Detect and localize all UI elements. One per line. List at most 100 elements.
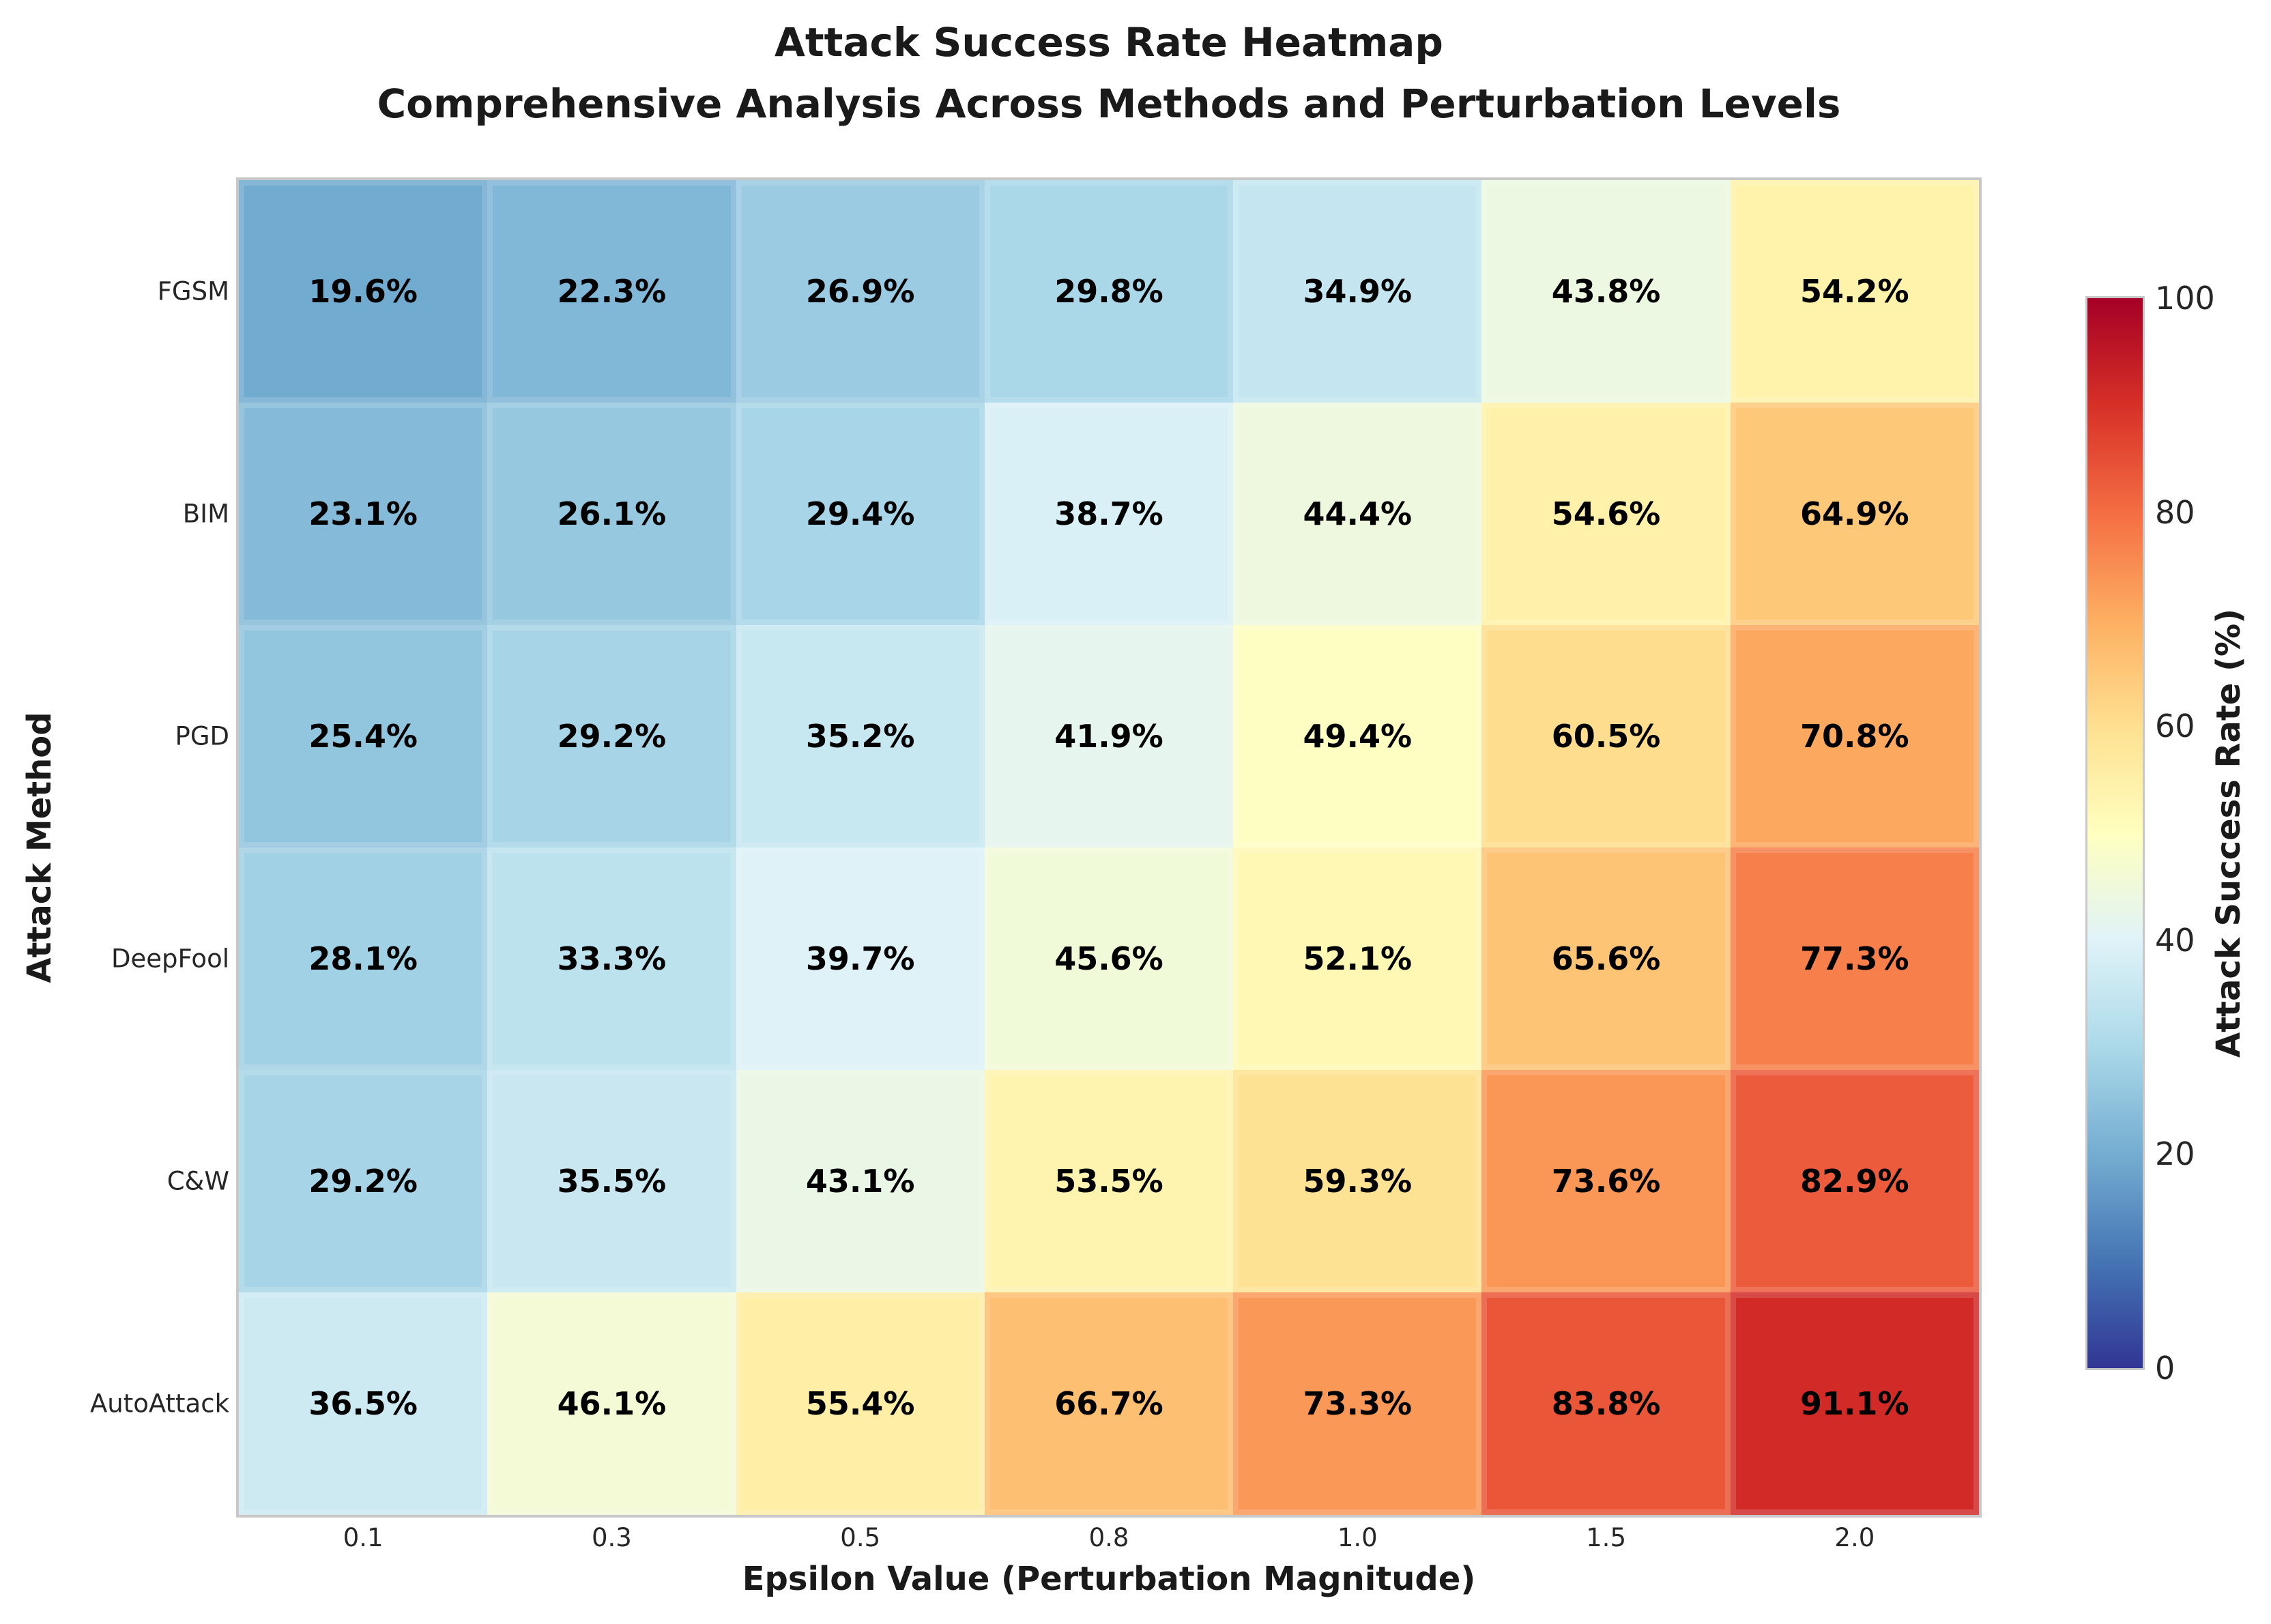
- cell-value-label: 54.6%: [1551, 495, 1661, 532]
- heatmap-cell-r5-c3: 66.7%: [984, 1292, 1234, 1515]
- cell-value-label: 52.1%: [1303, 940, 1413, 977]
- y-tick-label-3: DeepFool: [111, 944, 229, 974]
- heatmap-cell-r0-c3: 29.8%: [984, 180, 1234, 403]
- colorbar-tick-label-40: 40: [2155, 921, 2195, 959]
- heatmap-cell-r0-c2: 26.9%: [736, 180, 985, 403]
- x-tick-label-4: 1.0: [1337, 1523, 1378, 1552]
- cell-value-label: 29.8%: [1054, 273, 1163, 310]
- cell-value-label: 35.5%: [557, 1163, 667, 1200]
- cell-value-label: 43.1%: [805, 1163, 915, 1200]
- cell-value-label: 44.4%: [1303, 495, 1413, 532]
- cell-value-label: 19.6%: [308, 273, 418, 310]
- cell-value-label: 64.9%: [1800, 495, 1909, 532]
- cell-value-label: 34.9%: [1303, 273, 1413, 310]
- heatmap-cell-r1-c4: 44.4%: [1233, 403, 1482, 625]
- y-tick-label-4: C&W: [167, 1166, 229, 1196]
- cell-value-label: 25.4%: [308, 718, 418, 755]
- heatmap-cell-r0-c0: 19.6%: [239, 180, 488, 403]
- cell-value-label: 39.7%: [805, 940, 915, 977]
- x-tick-label-3: 0.8: [1088, 1523, 1129, 1552]
- colorbar-gradient: [2087, 298, 2143, 1368]
- heatmap-cell-r5-c0: 36.5%: [239, 1292, 488, 1515]
- colorbar-tick-label-80: 80: [2155, 493, 2195, 531]
- heatmap-cell-r5-c5: 83.8%: [1481, 1292, 1731, 1515]
- cell-value-label: 49.4%: [1303, 718, 1413, 755]
- colorbar-label: Attack Success Rate (%): [2210, 608, 2248, 1058]
- cell-value-label: 91.1%: [1800, 1385, 1909, 1422]
- cell-value-label: 43.8%: [1551, 273, 1661, 310]
- cell-value-label: 73.6%: [1551, 1163, 1661, 1200]
- heatmap-grid: 19.6% 22.3% 26.9% 29.8% 34.9% 43.8% 54.2% 23.1%…: [239, 180, 1979, 1515]
- heatmap-cell-r5-c4: 73.3%: [1233, 1292, 1482, 1515]
- cell-value-label: 36.5%: [308, 1385, 418, 1422]
- cell-value-label: 26.1%: [557, 495, 667, 532]
- cell-value-label: 35.2%: [805, 718, 915, 755]
- cell-value-label: 55.4%: [805, 1385, 915, 1422]
- x-tick-label-5: 1.5: [1586, 1523, 1626, 1552]
- cell-value-label: 59.3%: [1303, 1163, 1413, 1200]
- cell-value-label: 65.6%: [1551, 940, 1661, 977]
- chart-title-line-1: Attack Success Rate Heatmap: [775, 19, 1443, 66]
- cell-value-label: 83.8%: [1551, 1385, 1661, 1422]
- heatmap-cell-r2-c0: 25.4%: [239, 625, 488, 847]
- heatmap-plot-area: 19.6% 22.3% 26.9% 29.8% 34.9% 43.8% 54.2% 23.1%…: [236, 177, 1982, 1518]
- heatmap-cell-r3-c6: 77.3%: [1730, 847, 1979, 1070]
- cell-value-label: 23.1%: [308, 495, 418, 532]
- cell-value-label: 41.9%: [1054, 718, 1163, 755]
- heatmap-cell-r2-c1: 29.2%: [487, 625, 736, 847]
- colorbar-tick-label-0: 0: [2155, 1350, 2175, 1387]
- heatmap-cell-r3-c0: 28.1%: [239, 847, 488, 1070]
- heatmap-cell-r2-c2: 35.2%: [736, 625, 985, 847]
- heatmap-cell-r4-c2: 43.1%: [736, 1070, 985, 1292]
- y-tick-label-0: FGSM: [157, 276, 229, 306]
- y-tick-label-1: BIM: [182, 499, 229, 529]
- colorbar-tick-label-100: 100: [2155, 280, 2215, 317]
- heatmap-cell-r3-c1: 33.3%: [487, 847, 736, 1070]
- heatmap-cell-r3-c5: 65.6%: [1481, 847, 1731, 1070]
- cell-value-label: 29.4%: [805, 495, 915, 532]
- cell-value-label: 28.1%: [308, 940, 418, 977]
- heatmap-cell-r5-c1: 46.1%: [487, 1292, 736, 1515]
- heatmap-cell-r0-c4: 34.9%: [1233, 180, 1482, 403]
- heatmap-cell-r4-c3: 53.5%: [984, 1070, 1234, 1292]
- heatmap-cell-r1-c3: 38.7%: [984, 403, 1234, 625]
- chart-title-line-2: Comprehensive Analysis Across Methods an…: [377, 80, 1841, 127]
- heatmap-cell-r1-c0: 23.1%: [239, 403, 488, 625]
- heatmap-cell-r4-c4: 59.3%: [1233, 1070, 1482, 1292]
- cell-value-label: 29.2%: [557, 718, 667, 755]
- y-tick-label-5: AutoAttack: [89, 1389, 229, 1419]
- heatmap-cell-r1-c5: 54.6%: [1481, 403, 1731, 625]
- cell-value-label: 82.9%: [1800, 1163, 1909, 1200]
- heatmap-cell-r2-c5: 60.5%: [1481, 625, 1731, 847]
- heatmap-cell-r4-c5: 73.6%: [1481, 1070, 1731, 1292]
- x-tick-label-1: 0.3: [592, 1523, 632, 1552]
- heatmap-cell-r4-c1: 35.5%: [487, 1070, 736, 1292]
- cell-value-label: 33.3%: [557, 940, 667, 977]
- y-axis-label: Attack Method: [20, 712, 59, 983]
- cell-value-label: 29.2%: [308, 1163, 418, 1200]
- cell-value-label: 46.1%: [557, 1385, 667, 1422]
- cell-value-label: 54.2%: [1800, 273, 1909, 310]
- cell-value-label: 26.9%: [805, 273, 915, 310]
- x-axis-label: Epsilon Value (Perturbation Magnitude): [742, 1560, 1476, 1598]
- chart-title: Attack Success Rate Heatmap Comprehensiv…: [239, 12, 1979, 135]
- x-tick-label-0: 0.1: [343, 1523, 384, 1552]
- cell-value-label: 77.3%: [1800, 940, 1909, 977]
- y-tick-label-2: PGD: [175, 721, 229, 751]
- heatmap-cell-r3-c3: 45.6%: [984, 847, 1234, 1070]
- heatmap-cell-r0-c6: 54.2%: [1730, 180, 1979, 403]
- heatmap-cell-r5-c2: 55.4%: [736, 1292, 985, 1515]
- heatmap-cell-r3-c4: 52.1%: [1233, 847, 1482, 1070]
- heatmap-cell-r0-c5: 43.8%: [1481, 180, 1731, 403]
- heatmap-cell-r1-c6: 64.9%: [1730, 403, 1979, 625]
- cell-value-label: 73.3%: [1303, 1385, 1413, 1422]
- cell-value-label: 38.7%: [1054, 495, 1163, 532]
- x-tick-label-6: 2.0: [1834, 1523, 1875, 1552]
- cell-value-label: 60.5%: [1551, 718, 1661, 755]
- heatmap-cell-r5-c6: 91.1%: [1730, 1292, 1979, 1515]
- heatmap-cell-r1-c1: 26.1%: [487, 403, 736, 625]
- heatmap-cell-r4-c6: 82.9%: [1730, 1070, 1979, 1292]
- cell-value-label: 66.7%: [1054, 1385, 1163, 1422]
- cell-value-label: 53.5%: [1054, 1163, 1163, 1200]
